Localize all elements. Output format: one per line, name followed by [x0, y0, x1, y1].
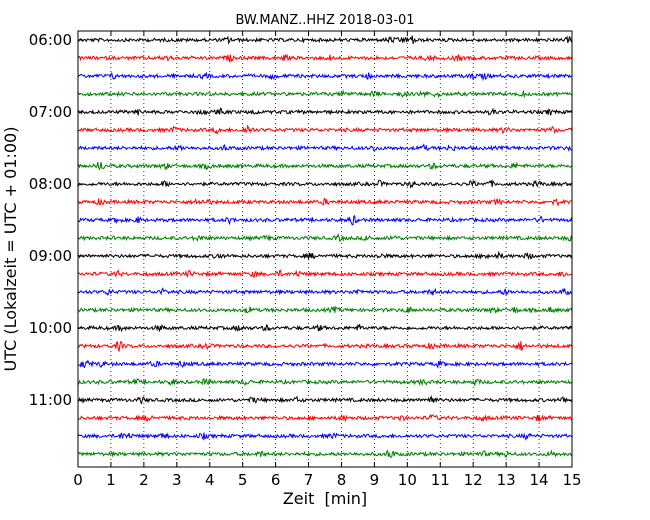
x-tick-label: 15 — [562, 471, 581, 489]
trace-line — [77, 305, 573, 314]
trace-line — [77, 395, 573, 405]
x-tick-label: 14 — [530, 471, 549, 489]
trace-line — [77, 197, 573, 207]
trace-line — [77, 72, 573, 82]
y-tick-label: 08:00 — [29, 175, 72, 193]
x-tick-label: 0 — [73, 471, 83, 489]
y-tick-label: 11:00 — [29, 391, 72, 409]
trace-group — [77, 35, 573, 458]
x-tick-label: 2 — [139, 471, 149, 489]
x-tick-label: 4 — [205, 471, 215, 489]
x-tick-label: 10 — [398, 471, 417, 489]
trace-line — [77, 359, 573, 369]
y-tick-label: 10:00 — [29, 319, 72, 337]
y-axis: 06:00 07:00 08:00 09:00 10:00 11:00 — [29, 31, 572, 409]
trace-line — [77, 413, 573, 423]
trace-line — [77, 143, 573, 152]
x-tick-label: 1 — [106, 471, 116, 489]
chart-title: BW.MANZ..HHZ 2018-03-01 — [235, 13, 414, 28]
x-axis-label: Zeit [min] — [283, 489, 367, 508]
y-tick-label: 06:00 — [29, 31, 72, 49]
trace-line — [77, 323, 573, 333]
trace-line — [77, 35, 573, 45]
y-axis-label: UTC (Lokalzeit = UTC + 01:00) — [1, 127, 20, 372]
trace-line — [77, 161, 573, 171]
trace-line — [77, 340, 573, 353]
trace-line — [77, 287, 573, 297]
trace-line — [77, 377, 573, 387]
trace-line — [77, 250, 573, 261]
trace-line — [77, 107, 573, 116]
trace-line — [77, 179, 573, 189]
trace-line — [77, 449, 573, 458]
plot-frame — [77, 30, 573, 468]
trace-line — [77, 233, 573, 243]
trace-line — [77, 89, 573, 99]
x-tick-label: 11 — [431, 471, 450, 489]
x-tick-label: 12 — [464, 471, 483, 489]
trace-line — [77, 432, 573, 441]
x-axis: 0 1 2 3 4 5 6 7 8 9 10 11 12 13 14 15 — [73, 31, 582, 489]
trace-line — [77, 53, 573, 64]
y-tick-label: 09:00 — [29, 247, 72, 265]
y-tick-label: 07:00 — [29, 103, 72, 121]
x-tick-label: 9 — [370, 471, 380, 489]
trace-line — [77, 124, 573, 135]
x-tick-label: 7 — [304, 471, 314, 489]
x-tick-label: 8 — [337, 471, 347, 489]
trace-line — [77, 269, 573, 278]
x-tick-label: 3 — [172, 471, 182, 489]
trace-line — [77, 214, 573, 226]
grid-lines — [110, 31, 540, 467]
x-tick-label: 13 — [497, 471, 516, 489]
x-tick-label: 6 — [271, 471, 281, 489]
x-tick-label: 5 — [238, 471, 248, 489]
